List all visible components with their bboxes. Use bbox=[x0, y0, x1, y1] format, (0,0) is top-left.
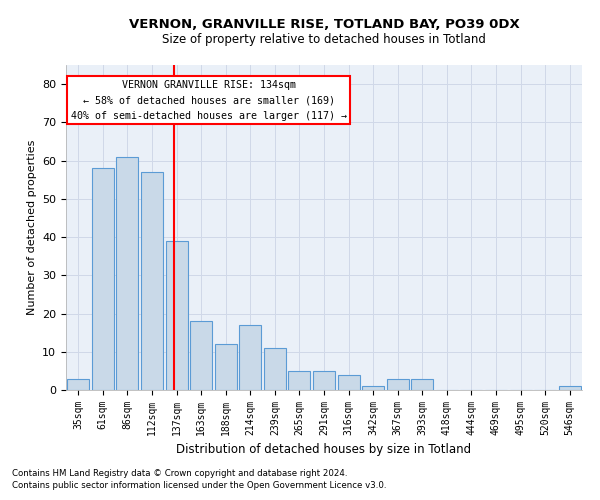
Bar bbox=[386, 378, 409, 390]
Text: Size of property relative to detached houses in Totland: Size of property relative to detached ho… bbox=[162, 32, 486, 46]
Bar bbox=[264, 348, 286, 390]
Bar bbox=[411, 378, 433, 390]
Bar bbox=[166, 241, 188, 390]
Text: VERNON GRANVILLE RISE: 134sqm
← 58% of detached houses are smaller (169)
40% of : VERNON GRANVILLE RISE: 134sqm ← 58% of d… bbox=[71, 80, 347, 121]
Y-axis label: Number of detached properties: Number of detached properties bbox=[26, 140, 37, 315]
Bar bbox=[92, 168, 114, 390]
Bar bbox=[313, 371, 335, 390]
Bar bbox=[215, 344, 237, 390]
Bar bbox=[67, 378, 89, 390]
Text: Contains public sector information licensed under the Open Government Licence v3: Contains public sector information licen… bbox=[12, 481, 386, 490]
Bar bbox=[289, 371, 310, 390]
Text: Contains HM Land Registry data © Crown copyright and database right 2024.: Contains HM Land Registry data © Crown c… bbox=[12, 468, 347, 477]
Bar bbox=[190, 321, 212, 390]
Bar bbox=[141, 172, 163, 390]
Bar bbox=[239, 325, 262, 390]
Text: VERNON, GRANVILLE RISE, TOTLAND BAY, PO39 0DX: VERNON, GRANVILLE RISE, TOTLAND BAY, PO3… bbox=[128, 18, 520, 30]
Bar bbox=[362, 386, 384, 390]
Bar bbox=[338, 374, 359, 390]
Bar bbox=[559, 386, 581, 390]
X-axis label: Distribution of detached houses by size in Totland: Distribution of detached houses by size … bbox=[176, 444, 472, 456]
Bar bbox=[116, 157, 139, 390]
FancyBboxPatch shape bbox=[67, 76, 350, 124]
